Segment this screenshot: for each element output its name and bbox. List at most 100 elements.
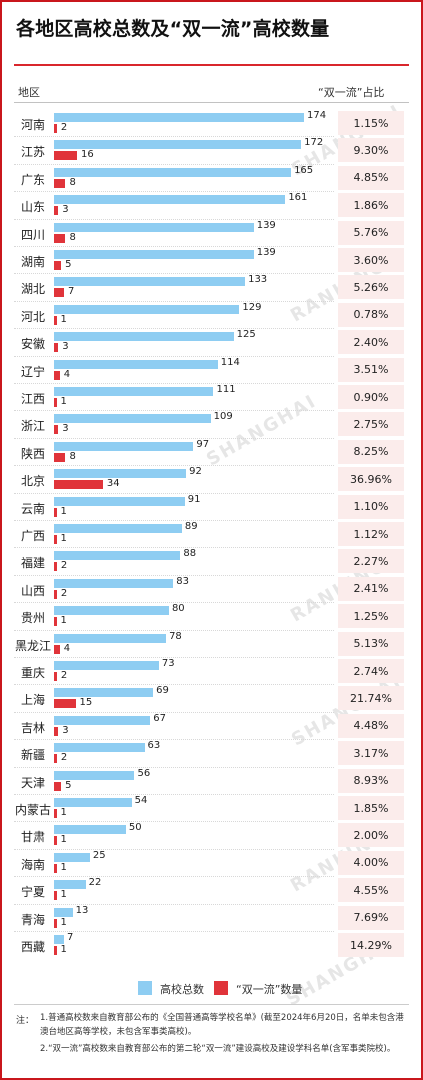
total-value-label: 7 <box>67 932 74 943</box>
ratio-cell: 1.10% <box>338 494 404 519</box>
ratio-cell: 2.75% <box>338 412 404 437</box>
legend-swatch-total <box>138 981 152 995</box>
row-separator <box>14 163 334 165</box>
region-label: 安徽 <box>20 337 45 352</box>
ratio-cell: 14.29% <box>338 933 404 957</box>
region-label: 山西 <box>20 583 45 598</box>
total-bar <box>54 113 304 122</box>
ratio-cell: 4.85% <box>338 165 404 190</box>
region-label: 云南 <box>20 501 45 516</box>
dfc-value-label: 1 <box>60 916 67 928</box>
row-separator <box>14 246 334 247</box>
total-value-label: 54 <box>134 795 148 806</box>
ratio-cell: 8.25% <box>338 439 404 464</box>
total-bar <box>54 907 73 917</box>
region-label: 重庆 <box>20 666 45 680</box>
row-separator <box>14 602 334 604</box>
legend-label-dfc: “双一流”数量 <box>236 983 303 996</box>
region-label: 四川 <box>20 227 45 242</box>
total-value-label: 13 <box>75 904 89 916</box>
row-separator <box>14 657 334 658</box>
dfc-value-label: 4 <box>63 368 71 380</box>
ratio-cell: 7.69% <box>338 905 404 930</box>
dfc-bar <box>54 233 66 243</box>
ratio-column-header: “双一流”占比 <box>318 86 385 99</box>
dfc-value-label: 34 <box>106 478 120 490</box>
dfc-value-label: 8 <box>69 450 76 462</box>
row-separator <box>14 383 334 384</box>
dfc-bar <box>54 754 57 764</box>
total-value-label: 83 <box>176 575 189 587</box>
row-separator <box>14 218 334 220</box>
ratio-cell: 4.00% <box>338 850 404 875</box>
dfc-value-label: 15 <box>79 697 93 709</box>
dfc-value-label: 3 <box>62 724 69 736</box>
total-bar <box>54 935 65 944</box>
dfc-value-label: 3 <box>62 204 69 216</box>
dfc-bar <box>54 562 57 572</box>
total-bar <box>54 140 302 150</box>
dfc-bar <box>54 589 57 599</box>
dfc-value-label: 1 <box>60 313 67 325</box>
total-bar <box>54 551 181 561</box>
row-separator <box>14 574 334 576</box>
row-separator <box>14 684 334 686</box>
total-bar <box>54 332 234 342</box>
ratio-cell: 8.93% <box>338 768 404 793</box>
dfc-value-label: 1 <box>60 834 67 846</box>
ratio-cell: 2.27% <box>338 549 404 574</box>
region-label: 黑龙江 <box>14 638 51 653</box>
total-value-label: 88 <box>183 548 197 560</box>
total-value-label: 25 <box>92 849 106 861</box>
ratio-cell: 5.26% <box>338 275 404 300</box>
total-bar <box>54 852 90 862</box>
total-value-label: 114 <box>220 356 240 368</box>
dfc-bar <box>54 617 57 627</box>
total-value-label: 67 <box>153 712 166 724</box>
region-column-header: 地区 <box>18 86 40 99</box>
dfc-bar <box>54 863 57 873</box>
total-value-label: 139 <box>256 219 276 231</box>
ratio-cell: 0.90% <box>338 385 404 409</box>
ratio-cell: 4.48% <box>338 713 404 738</box>
ratio-cell: 21.74% <box>338 686 404 711</box>
region-label: 海南 <box>20 857 45 872</box>
dfc-bar <box>54 726 59 736</box>
total-bar <box>54 633 167 643</box>
total-bar <box>54 441 194 451</box>
row-separator <box>14 520 334 521</box>
total-bar <box>54 167 292 177</box>
row-separator <box>14 931 334 932</box>
total-bar <box>54 304 240 314</box>
region-label: 吉林 <box>20 720 45 735</box>
row-separator <box>14 136 334 138</box>
total-value-label: 69 <box>156 685 169 697</box>
total-value-label: 80 <box>171 603 185 615</box>
total-bar <box>54 606 169 616</box>
dfc-value-label: 4 <box>63 642 71 654</box>
dfc-value-label: 2 <box>60 587 68 599</box>
legend-label-total: 高校总数 <box>160 983 204 996</box>
note-2: 2.“双一流”高校数来自教育部公布的第二轮“双一流”建设高校及建设学科名单(含军… <box>40 1044 396 1054</box>
ratio-cell: 2.41% <box>338 576 404 601</box>
row-separator <box>14 876 334 878</box>
total-bar <box>54 524 182 533</box>
ratio-cell: 36.96% <box>338 467 404 492</box>
total-value-label: 109 <box>213 411 233 423</box>
total-value-label: 63 <box>147 740 161 752</box>
total-bar <box>54 661 159 670</box>
total-bar <box>54 578 174 588</box>
region-label: 新疆 <box>20 748 45 763</box>
row-separator <box>14 465 334 467</box>
total-bar <box>54 770 135 780</box>
region-label: 西藏 <box>20 940 45 954</box>
region-label: 广东 <box>20 172 45 187</box>
dfc-bar <box>54 672 57 681</box>
region-label: 江西 <box>20 392 45 406</box>
dfc-value-label: 3 <box>62 423 69 435</box>
row-separator <box>14 191 334 193</box>
ratio-cell: 5.76% <box>338 220 404 245</box>
dfc-bar <box>54 699 76 709</box>
dfc-value-label: 1 <box>60 505 67 517</box>
dfc-bar <box>54 343 59 353</box>
